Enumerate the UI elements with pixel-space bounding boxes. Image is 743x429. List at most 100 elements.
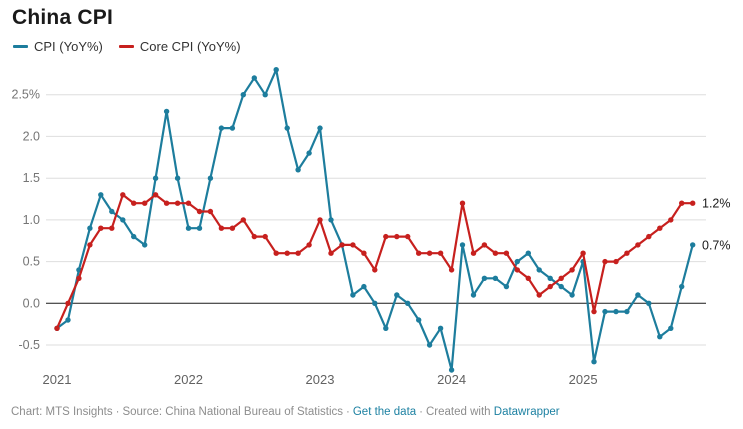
datawrapper-link[interactable]: Datawrapper xyxy=(493,406,560,418)
cpi-point xyxy=(405,300,411,306)
core-cpi-point xyxy=(646,233,652,240)
core-cpi-point xyxy=(426,250,433,256)
core-cpi-point xyxy=(109,225,115,231)
core-cpi-point xyxy=(328,250,334,256)
cpi-point xyxy=(174,175,181,181)
cpi-point xyxy=(372,300,378,306)
cpi-point xyxy=(207,175,214,181)
core-cpi-legend-label: Core CPI (YoY%) xyxy=(139,39,241,54)
cpi-point xyxy=(536,267,542,273)
core-cpi-point xyxy=(668,217,674,223)
x-axis-tick-label: 2022 xyxy=(174,372,203,387)
core-cpi-point xyxy=(657,225,663,231)
x-axis-tick-label: 2024 xyxy=(437,372,466,387)
x-axis-tick-label: 2021 xyxy=(43,372,72,387)
core-cpi-point xyxy=(218,225,225,231)
core-cpi-point xyxy=(383,233,389,240)
legend: CPI (YoY%) Core CPI (YoY%) xyxy=(13,39,257,54)
y-axis-tick-label: 0.5 xyxy=(23,255,40,269)
y-axis-tick-label: 2.5% xyxy=(12,88,41,102)
core-cpi-point xyxy=(470,250,477,256)
cpi-line-swatch-icon xyxy=(13,45,28,48)
core-cpi-point xyxy=(196,208,203,215)
core-cpi-end-value-label: 1.2% xyxy=(702,197,731,211)
core-cpi-point xyxy=(492,250,499,256)
core-cpi-point xyxy=(448,267,455,273)
core-cpi-point xyxy=(394,233,400,240)
cpi-point xyxy=(503,283,510,290)
cpi-point xyxy=(437,325,444,331)
cpi-point xyxy=(657,334,663,340)
cpi-point xyxy=(591,359,597,365)
core-cpi-point xyxy=(76,275,82,281)
core-cpi-point xyxy=(98,225,104,231)
cpi-point xyxy=(426,342,433,348)
core-cpi-point xyxy=(65,300,71,306)
core-cpi-point xyxy=(262,233,268,240)
core-cpi-point xyxy=(405,233,411,240)
core-cpi-point xyxy=(207,208,214,215)
core-cpi-point xyxy=(185,200,192,206)
cpi-point xyxy=(152,175,159,181)
core-cpi-point xyxy=(690,200,696,206)
core-cpi-point xyxy=(317,217,323,223)
cpi-point xyxy=(668,325,674,331)
cpi-point xyxy=(295,167,301,173)
cpi-point xyxy=(109,208,115,215)
core-cpi-point xyxy=(613,258,619,265)
cpi-point xyxy=(120,217,126,223)
core-cpi-point xyxy=(284,250,290,256)
cpi-point xyxy=(470,292,477,298)
cpi-point xyxy=(514,258,520,265)
core-cpi-point xyxy=(87,242,93,248)
core-cpi-line-swatch-icon xyxy=(118,45,134,48)
core-cpi-point xyxy=(350,242,356,248)
cpi-point xyxy=(558,283,564,290)
cpi-point xyxy=(569,292,575,298)
core-cpi-point xyxy=(459,200,466,206)
core-cpi-point xyxy=(54,325,60,331)
cpi-point xyxy=(229,125,236,131)
cpi-point xyxy=(306,150,312,156)
core-cpi-point xyxy=(536,292,542,298)
footer: Chart: MTS Insights · Source: China Nation… xyxy=(11,406,560,418)
footer-created-with: Created with xyxy=(426,406,491,418)
cpi-point xyxy=(163,108,170,115)
cpi-point xyxy=(98,192,104,198)
core-cpi-point xyxy=(679,200,685,206)
core-cpi-point xyxy=(624,250,630,256)
y-axis-tick-label: -0.5 xyxy=(18,338,40,352)
y-axis-tick-label: 0.0 xyxy=(23,296,40,310)
core-cpi-point xyxy=(635,242,641,248)
x-axis: 2021 2022 2023 2024 2025 xyxy=(43,372,598,387)
core-cpi-point xyxy=(580,250,586,256)
core-cpi-point xyxy=(437,250,444,256)
cpi-point xyxy=(240,92,246,98)
core-cpi-series: 1.2% xyxy=(54,192,731,331)
cpi-point xyxy=(394,292,400,298)
y-axis-tick-label: 1.5 xyxy=(23,171,40,185)
cpi-legend-label: CPI (YoY%) xyxy=(34,39,103,54)
cpi-point xyxy=(646,300,652,306)
cpi-point xyxy=(251,75,257,81)
cpi-series: 0.7% xyxy=(54,67,731,373)
core-cpi-point xyxy=(361,250,367,256)
cpi-point xyxy=(131,233,137,240)
cpi-point xyxy=(65,317,71,323)
cpi-point xyxy=(196,225,203,231)
core-cpi-point xyxy=(514,267,520,273)
core-cpi-point xyxy=(142,200,148,206)
x-axis-tick-label: 2023 xyxy=(306,372,335,387)
legend-item-core-cpi: Core CPI (YoY%) xyxy=(118,39,241,54)
y-axis-tick-label: 2.0 xyxy=(23,129,40,143)
get-the-data-link[interactable]: Get the data xyxy=(352,406,417,418)
cpi-point xyxy=(361,283,367,290)
cpi-end-value-label: 0.7% xyxy=(702,238,731,252)
core-cpi-point xyxy=(569,267,575,273)
core-cpi-point xyxy=(163,200,170,206)
cpi-point xyxy=(481,275,488,281)
footer-separator: · xyxy=(115,406,120,418)
core-cpi-point xyxy=(240,217,246,223)
